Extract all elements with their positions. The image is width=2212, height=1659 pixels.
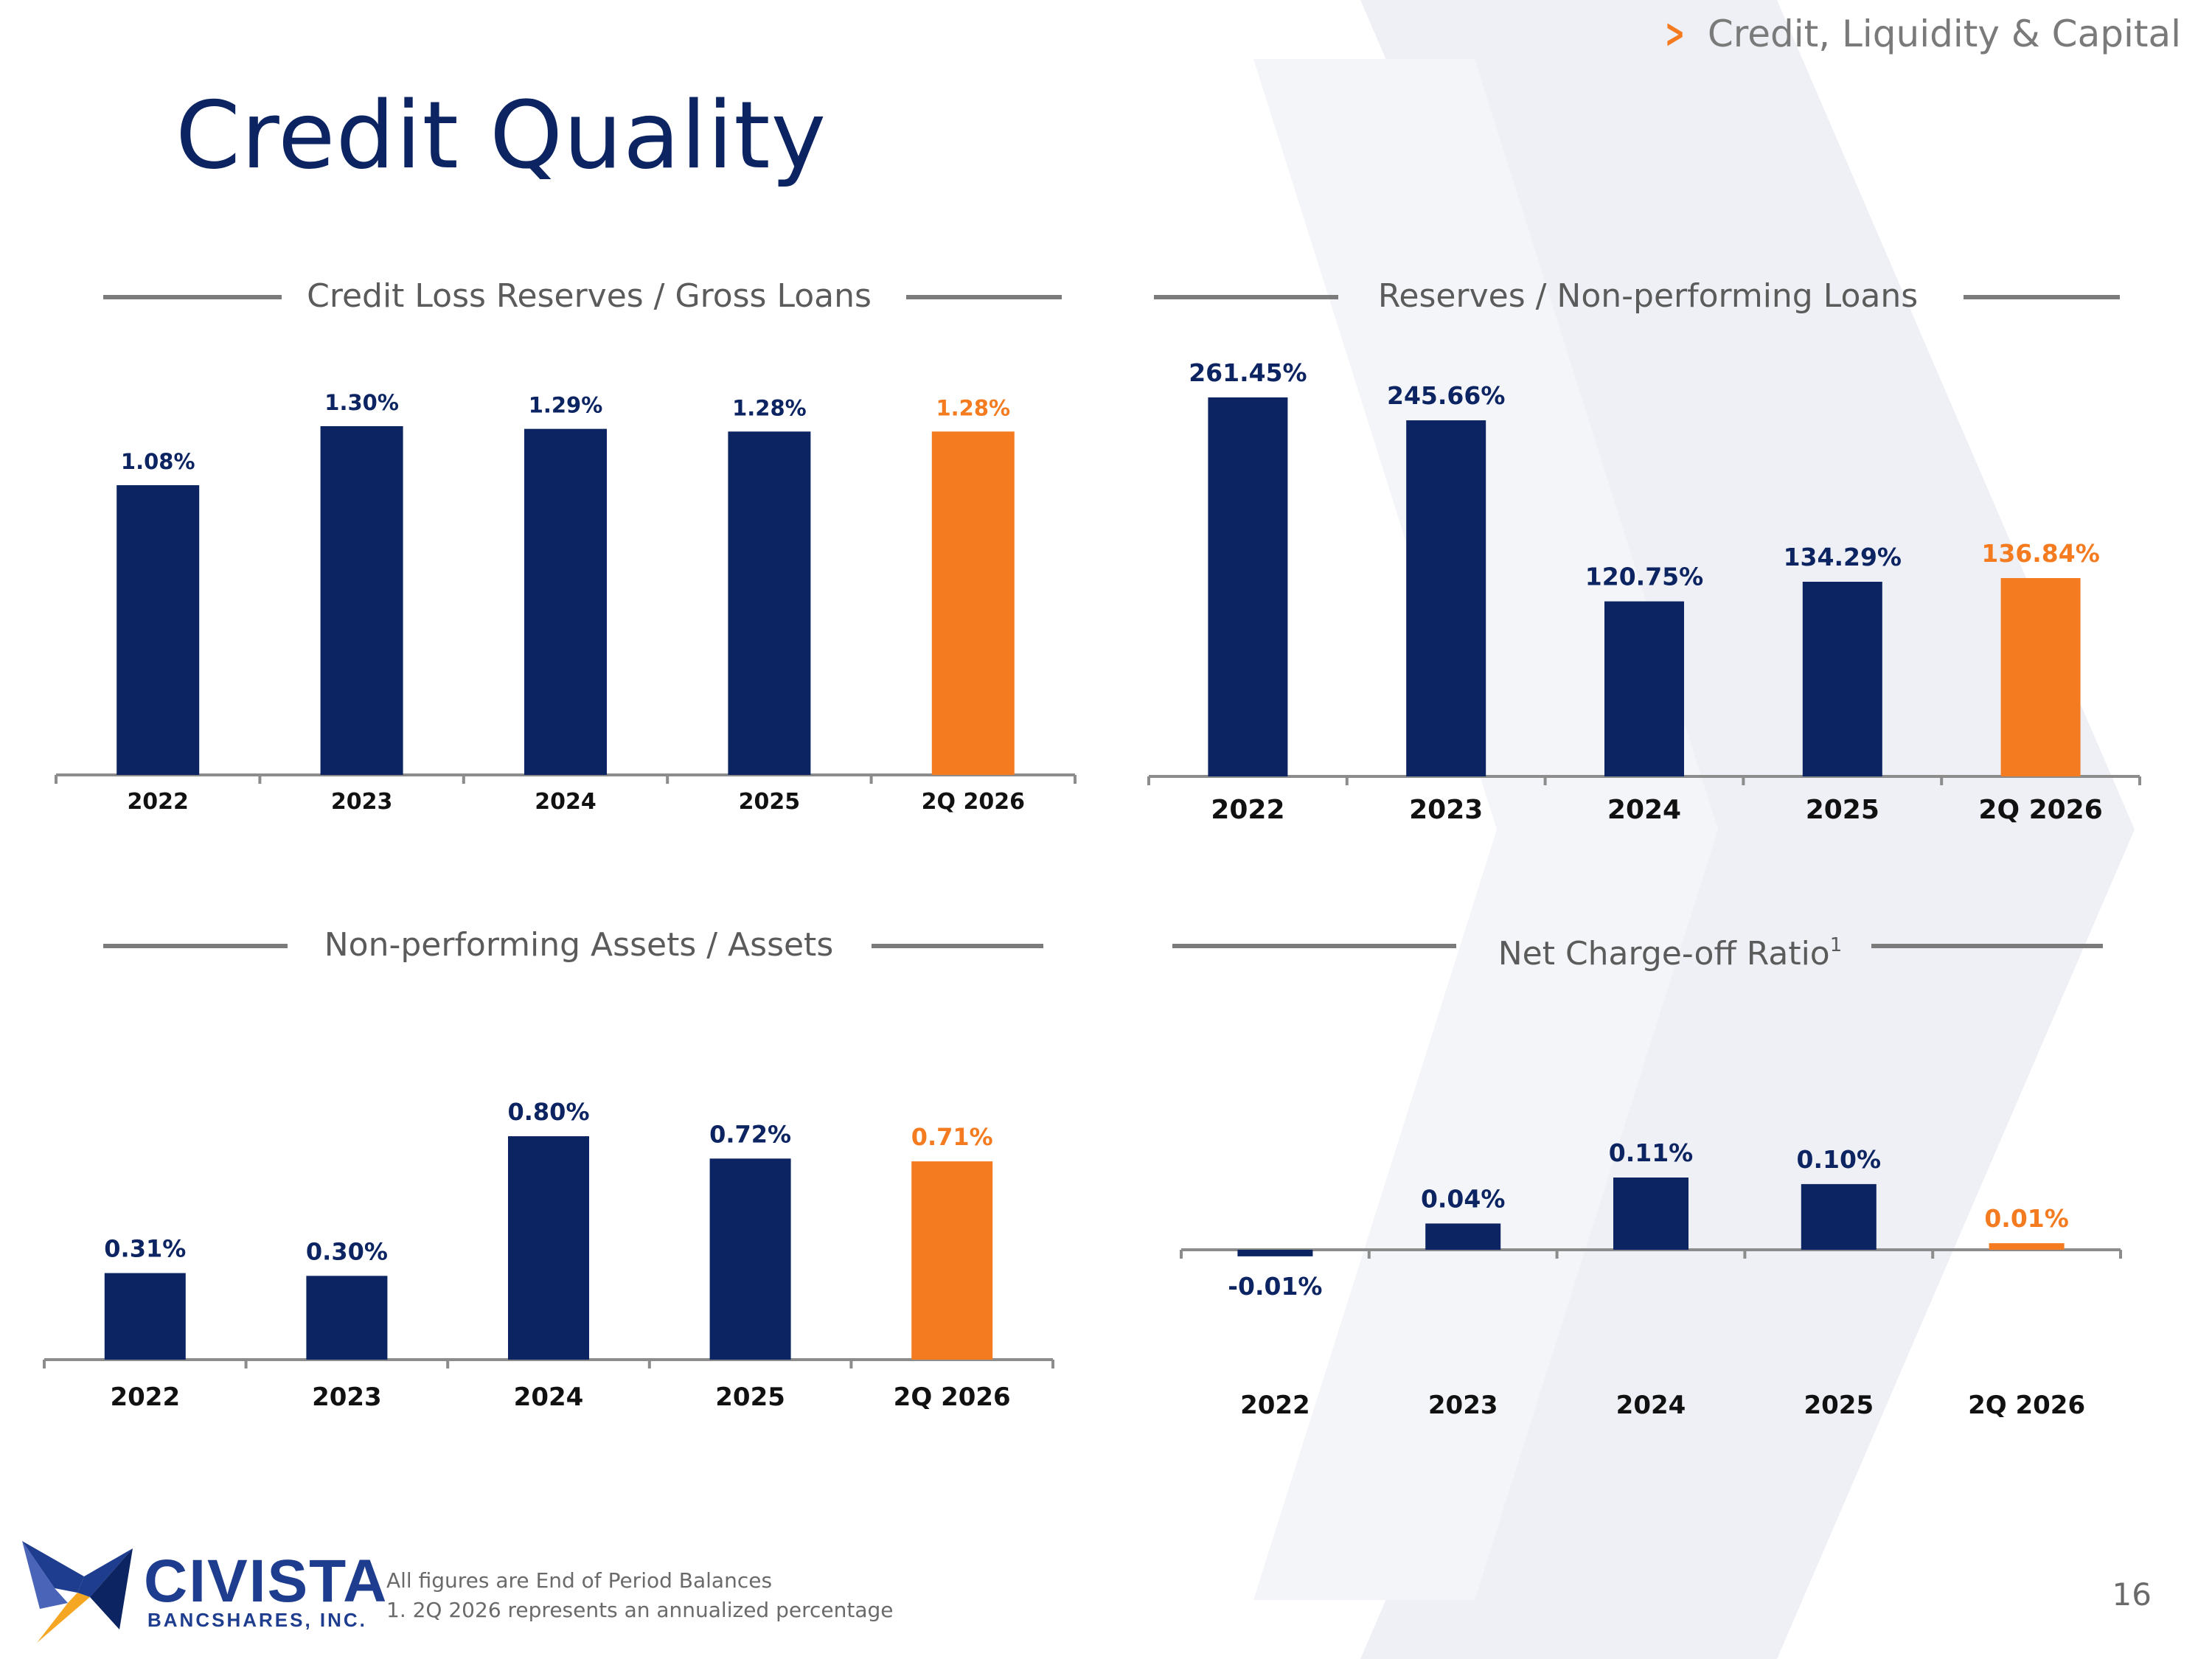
brand-subtitle: BANCSHARES, INC.: [147, 1609, 367, 1631]
x-tick-label: 2023: [312, 1382, 382, 1412]
chart-title: Credit Loss Reserves / Gross Loans: [307, 277, 872, 315]
bar: [2000, 577, 2081, 776]
header-rule-right: [1964, 295, 2120, 299]
section-breadcrumb: > Credit, Liquidity & Capital: [1658, 10, 2181, 57]
data-label: 0.30%: [306, 1237, 388, 1265]
data-label: 120.75%: [1585, 563, 1703, 591]
x-tick-label: 2Q 2026: [1968, 1391, 2085, 1420]
header-rule-right: [1871, 944, 2103, 948]
bar: [104, 1273, 186, 1360]
chart-title: Net Charge-off Ratio1: [1498, 934, 1843, 973]
data-label: 1.30%: [324, 390, 399, 415]
x-tick-label: 2023: [331, 789, 392, 815]
data-label: 0.72%: [709, 1120, 791, 1148]
bar: [1237, 1250, 1313, 1256]
data-label: 261.45%: [1189, 358, 1307, 387]
bar: [306, 1276, 388, 1360]
bar-chart-reserves-npl: 261.45% 2022 245.66% 2023 120.75% 2024 134.29%…: [1147, 358, 2141, 825]
bar: [1802, 581, 1882, 776]
x-tick-label: 2025: [715, 1382, 785, 1412]
x-tick-label: 2023: [1428, 1391, 1498, 1420]
header-rule-left: [103, 944, 288, 948]
bar: [1801, 1183, 1877, 1250]
data-label: 0.80%: [507, 1098, 589, 1126]
chart-header: Non-performing Assets / Assets: [103, 912, 1043, 978]
footnotes: All figures are End of Period Balances 1…: [386, 1566, 894, 1625]
x-tick-label: 2023: [1409, 795, 1483, 825]
bar-chart-net-chargeoff: -0.01% 2022 0.04% 2023 0.11% 2024 0.10% 2025 0.0…: [1180, 1138, 2122, 1420]
bar: [1613, 1178, 1688, 1250]
chart-header: Net Charge-off Ratio1: [1172, 912, 2103, 978]
bar: [524, 428, 607, 775]
x-tick-label: 2Q 2026: [922, 789, 1025, 815]
bar: [931, 431, 1015, 775]
chart-title: Non-performing Assets / Assets: [324, 926, 834, 964]
x-tick-label: 2024: [1616, 1391, 1686, 1420]
bar: [320, 426, 403, 775]
x-tick-label: 2022: [110, 1382, 180, 1412]
x-tick-label: 2024: [535, 789, 597, 815]
x-tick-label: 2022: [1240, 1391, 1310, 1420]
x-tick-label: 2025: [1804, 1391, 1874, 1420]
bar: [508, 1136, 589, 1360]
x-tick-label: 2022: [1211, 795, 1284, 825]
data-label: 0.11%: [1609, 1138, 1694, 1167]
header-rule-right: [906, 295, 1062, 299]
data-label: -0.01%: [1228, 1272, 1322, 1301]
bar: [1425, 1223, 1501, 1250]
data-label: 1.28%: [732, 395, 807, 420]
x-tick-label: 2Q 2026: [894, 1382, 1011, 1412]
data-label: 245.66%: [1387, 381, 1505, 410]
brand-name: CIVISTA: [144, 1548, 389, 1615]
data-label: 0.10%: [1797, 1145, 1882, 1174]
chart-header: Credit Loss Reserves / Gross Loans: [103, 263, 1062, 330]
data-label: 0.31%: [104, 1235, 186, 1263]
footnote-marker: 1: [1829, 934, 1843, 956]
header-rule-left: [1154, 295, 1338, 299]
header-rule-right: [872, 944, 1043, 948]
x-tick-label: 2025: [1806, 795, 1879, 825]
data-label: 0.71%: [911, 1123, 993, 1151]
header-rule-left: [1172, 944, 1456, 948]
bar: [1208, 397, 1288, 776]
data-label: 136.84%: [1981, 539, 2099, 568]
bar: [1406, 420, 1486, 776]
bar: [728, 431, 811, 775]
data-label: 1.29%: [529, 393, 603, 418]
bar-chart-npa-assets: 0.31% 2022 0.30% 2023 0.80% 2024 0.72% 2025 0.71…: [43, 1098, 1054, 1412]
x-tick-label: 2024: [1607, 795, 1681, 825]
bar: [1604, 601, 1684, 776]
bar: [911, 1161, 993, 1360]
bar: [709, 1158, 791, 1360]
x-tick-label: 2Q 2026: [1978, 795, 2102, 825]
bar: [1989, 1243, 2065, 1250]
chevron-right-icon: >: [1664, 10, 1685, 57]
data-label: 134.29%: [1784, 543, 1902, 571]
chart-title: Reserves / Non-performing Loans: [1377, 277, 1919, 315]
x-tick-label: 2025: [739, 789, 801, 815]
footnote-line: All figures are End of Period Balances: [386, 1568, 773, 1593]
data-label: 1.28%: [936, 395, 1010, 420]
data-label: 0.04%: [1421, 1184, 1506, 1213]
page-title: Credit Quality: [175, 81, 827, 189]
data-label: 1.08%: [121, 449, 195, 474]
x-tick-label: 2024: [514, 1382, 584, 1412]
chart-header: Reserves / Non-performing Loans: [1154, 263, 2120, 330]
bar-chart-credit-loss-reserves: 1.08% 2022 1.30% 2023 1.29% 2024 1.28% 2025 1.28…: [55, 390, 1077, 815]
section-label: Credit, Liquidity & Capital: [1707, 12, 2181, 55]
page-number: 16: [2112, 1576, 2152, 1613]
data-label: 0.01%: [1984, 1204, 2069, 1233]
x-tick-label: 2022: [127, 789, 189, 815]
civista-logo-icon: [22, 1541, 133, 1643]
header-rule-left: [103, 295, 282, 299]
bar: [116, 485, 200, 775]
footnote-line: 1. 2Q 2026 represents an annualized perc…: [386, 1598, 894, 1622]
